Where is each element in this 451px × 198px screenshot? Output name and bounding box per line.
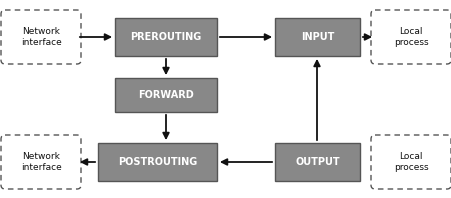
Text: POSTROUTING: POSTROUTING — [118, 157, 197, 167]
FancyBboxPatch shape — [115, 78, 216, 112]
Text: Local
process: Local process — [393, 27, 428, 47]
Text: OUTPUT: OUTPUT — [295, 157, 339, 167]
FancyBboxPatch shape — [1, 10, 81, 64]
FancyBboxPatch shape — [98, 143, 216, 181]
Text: Local
process: Local process — [393, 152, 428, 172]
Text: Network
interface: Network interface — [21, 152, 61, 172]
Text: Network
interface: Network interface — [21, 27, 61, 47]
FancyBboxPatch shape — [370, 10, 450, 64]
FancyBboxPatch shape — [274, 18, 359, 56]
Text: PREROUTING: PREROUTING — [130, 32, 201, 42]
Text: INPUT: INPUT — [300, 32, 333, 42]
FancyBboxPatch shape — [115, 18, 216, 56]
Text: FORWARD: FORWARD — [138, 90, 193, 100]
FancyBboxPatch shape — [1, 135, 81, 189]
FancyBboxPatch shape — [274, 143, 359, 181]
FancyBboxPatch shape — [370, 135, 450, 189]
